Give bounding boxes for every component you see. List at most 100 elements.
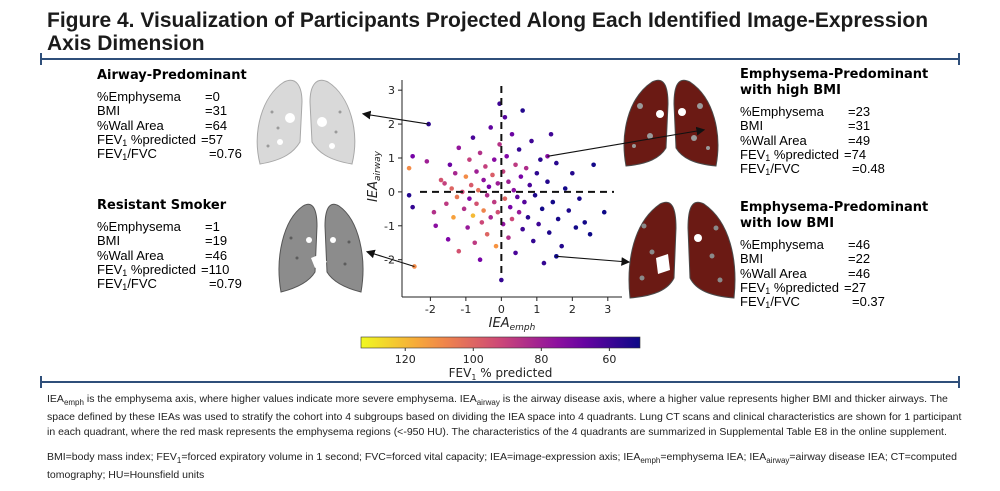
stat-value: =49 [848, 132, 871, 148]
data-point [513, 250, 518, 256]
stat-row: FEV1/FVC =0.79 [97, 277, 262, 293]
data-point [410, 153, 415, 159]
caption-abbreviations: BMI=body mass index; FEV1=forced expirat… [47, 451, 957, 482]
data-point [539, 206, 545, 212]
data-point [527, 182, 533, 188]
stat-label: FEV1/FVC [740, 294, 800, 311]
stat-value: =23 [848, 104, 871, 119]
stat-value: =57 [201, 131, 224, 147]
data-point [463, 174, 469, 179]
x-axis-title: IEAemph [489, 316, 536, 333]
stat-label: %Emphysema [740, 104, 824, 119]
data-point [465, 225, 470, 230]
data-point [591, 162, 596, 168]
data-point [525, 215, 531, 220]
data-point [522, 199, 527, 205]
data-point [546, 230, 552, 235]
data-point [467, 157, 472, 162]
data-point [520, 226, 525, 232]
data-point [452, 170, 458, 176]
stat-value: =19 [205, 233, 228, 249]
colorbar-tick-label: 120 [395, 353, 416, 366]
stat-row: BMI =31 [740, 119, 960, 133]
data-point [456, 248, 462, 254]
data-point [548, 131, 554, 137]
data-point [523, 165, 529, 171]
lung-ct-resistant-smoker [278, 203, 364, 293]
data-point [530, 238, 536, 244]
panel-emphysema-high-bmi: Emphysema-Predominant with high BMI %Emp… [740, 67, 960, 178]
stat-row: FEV1 %predicted =74 [740, 147, 960, 163]
stat-label: BMI [740, 118, 764, 134]
stat-value: =64 [205, 117, 228, 133]
data-point [491, 157, 497, 162]
data-point [442, 181, 447, 186]
stat-row: FEV1/FVC =0.37 [740, 294, 960, 311]
callout-arrow-airway [361, 110, 429, 125]
stat-value: =110 [201, 261, 230, 277]
stat-row: %Emphysema =1 [97, 219, 262, 234]
stat-row: %Wall Area =46 [97, 247, 262, 263]
data-point [488, 215, 494, 220]
x-tick-label: -2 [425, 303, 436, 316]
data-point [486, 184, 492, 190]
stat-label: %Emphysema [97, 89, 181, 104]
scatter-chart: -2 -1 0 1 2 3 -2 -1 0 1 2 3 IEAemph IEAairway 120 100 8… [360, 80, 706, 380]
data-point [504, 153, 509, 159]
data-point [506, 179, 511, 185]
y-tick-label: 3 [388, 84, 395, 97]
stat-value: =0.76 [209, 146, 242, 162]
lung-ct-emphysema-high-bmi [623, 79, 719, 167]
data-points [406, 101, 607, 283]
panel-title-line1: Emphysema-Predominant [740, 67, 929, 82]
x-tick-label: 0 [498, 303, 505, 316]
figure-title: Figure 4. Visualization of Participants … [47, 9, 929, 55]
data-point [545, 179, 550, 185]
data-point [520, 108, 525, 113]
data-point [461, 206, 467, 212]
y-axis-title: IEAairway [366, 150, 383, 202]
stat-label: FEV1 %predicted [97, 131, 196, 148]
colorbar-gradient [360, 336, 641, 349]
data-point [456, 145, 462, 151]
stat-value: =0.37 [852, 294, 885, 310]
panel-title-line2: with low BMI [740, 216, 835, 231]
panel-stats: %Emphysema =46 BMI =22 %Wall Area =46 FEV1 %pr… [740, 237, 960, 311]
data-point [601, 209, 607, 215]
stat-value: =31 [205, 103, 228, 119]
data-point [532, 192, 538, 198]
stat-row: %Wall Area =46 [740, 266, 960, 281]
data-point [474, 169, 479, 174]
data-point [502, 196, 508, 201]
data-point [573, 225, 579, 230]
lung-ct-airway-predominant [256, 79, 356, 165]
stat-label: FEV1/FVC [740, 161, 800, 178]
stat-row: FEV1 %predicted =57 [97, 131, 262, 148]
data-point [529, 138, 534, 144]
data-point [582, 220, 588, 225]
data-point [534, 170, 540, 176]
data-point [541, 260, 547, 266]
data-point [470, 213, 476, 218]
bottom-rule [40, 376, 960, 388]
data-point [479, 220, 485, 225]
stat-label: %Wall Area [97, 247, 164, 263]
callout-arrow-emph_low [556, 255, 631, 266]
x-tick-label: 2 [569, 303, 576, 316]
callout-arrow-resistant [365, 249, 415, 268]
data-point [516, 209, 522, 215]
data-point [587, 231, 593, 237]
data-point [484, 231, 490, 237]
stat-label: BMI [97, 103, 121, 119]
chart-axes: -2 -1 0 1 2 3 -2 -1 0 1 2 3 IEAemph IEAairway [366, 80, 622, 333]
data-point [431, 209, 437, 215]
panel-airway-predominant: Airway-Predominant %Emphysema =0 BMI =31 %Wa… [97, 68, 262, 162]
callout-arrows [361, 110, 706, 268]
data-point [511, 187, 517, 193]
stat-value: =1 [205, 219, 220, 234]
data-point [577, 196, 582, 201]
data-point [406, 192, 412, 198]
data-point [507, 204, 513, 210]
data-point [506, 235, 511, 240]
colorbar: 120 100 80 60 FEV1 % predicted [360, 336, 641, 380]
